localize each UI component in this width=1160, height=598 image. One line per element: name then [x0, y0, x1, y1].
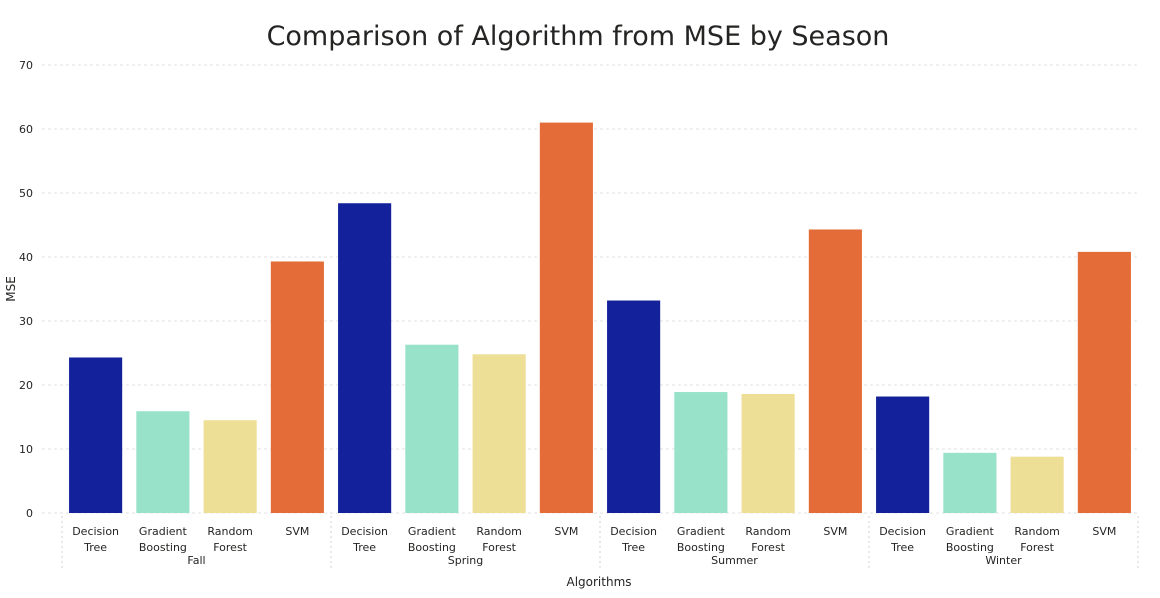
x-category-label: Gradient Boosting: [946, 525, 995, 554]
x-category-label: Random Forest: [1014, 525, 1060, 554]
x-group-label: Summer: [711, 554, 758, 567]
x-category-label: Gradient Boosting: [408, 525, 457, 554]
x-category-label: SVM: [554, 525, 578, 538]
bar-spring-decision-tree[interactable]: [338, 203, 392, 514]
x-category-label: Decision Tree: [72, 525, 119, 554]
y-tick-label: 60: [19, 123, 33, 136]
y-tick-label: 70: [19, 59, 33, 72]
x-category-label: Decision Tree: [879, 525, 926, 554]
y-tick-label: 0: [26, 507, 33, 520]
bar-fall-decision-tree[interactable]: [69, 357, 123, 513]
bar-summer-svm[interactable]: [808, 229, 862, 514]
x-group-label: Spring: [448, 554, 484, 567]
x-axis-categories: Decision Tree Gradient Boosting Random Forest…: [61, 516, 1139, 571]
y-tick-label: 40: [19, 251, 33, 264]
bar-spring-svm[interactable]: [539, 122, 593, 513]
bar-fall-gradient-boosting[interactable]: [136, 411, 190, 513]
x-category-label: Random Forest: [745, 525, 791, 554]
x-category-label: Decision Tree: [341, 525, 388, 554]
bar-spring-random-forest[interactable]: [472, 354, 526, 513]
bar-winter-random-forest[interactable]: [1010, 456, 1064, 513]
bar-summer-decision-tree[interactable]: [607, 300, 661, 513]
x-category-label: Gradient Boosting: [677, 525, 726, 554]
bar-fall-svm[interactable]: [270, 261, 324, 513]
x-category-label: Random Forest: [207, 525, 253, 554]
y-axis-ticks: 0 10 20 30 40 50 60 70: [19, 59, 33, 520]
x-category-label: Decision Tree: [610, 525, 657, 554]
x-category-label: SVM: [823, 525, 847, 538]
bar-winter-decision-tree[interactable]: [876, 396, 930, 513]
x-category-label: SVM: [1092, 525, 1116, 538]
x-axis-title: Algorithms: [566, 575, 631, 589]
bar-winter-gradient-boosting[interactable]: [943, 452, 997, 513]
bar-spring-gradient-boosting[interactable]: [405, 344, 459, 513]
y-tick-label: 30: [19, 315, 33, 328]
x-category-label: Random Forest: [476, 525, 522, 554]
x-group-label: Winter: [985, 554, 1022, 567]
bar-summer-random-forest[interactable]: [741, 393, 795, 513]
x-category-label: SVM: [285, 525, 309, 538]
bar-winter-svm[interactable]: [1077, 251, 1131, 513]
x-category-label: Gradient Boosting: [139, 525, 188, 554]
bar-fall-random-forest[interactable]: [203, 420, 257, 513]
x-group-label: Fall: [187, 554, 205, 567]
y-tick-label: 20: [19, 379, 33, 392]
bars: [69, 122, 1131, 514]
y-tick-label: 50: [19, 187, 33, 200]
y-tick-label: 10: [19, 443, 33, 456]
bar-summer-gradient-boosting[interactable]: [674, 392, 728, 513]
chart-title: Comparison of Algorithm from MSE by Seas…: [267, 21, 890, 52]
y-axis-title: MSE: [4, 276, 18, 302]
